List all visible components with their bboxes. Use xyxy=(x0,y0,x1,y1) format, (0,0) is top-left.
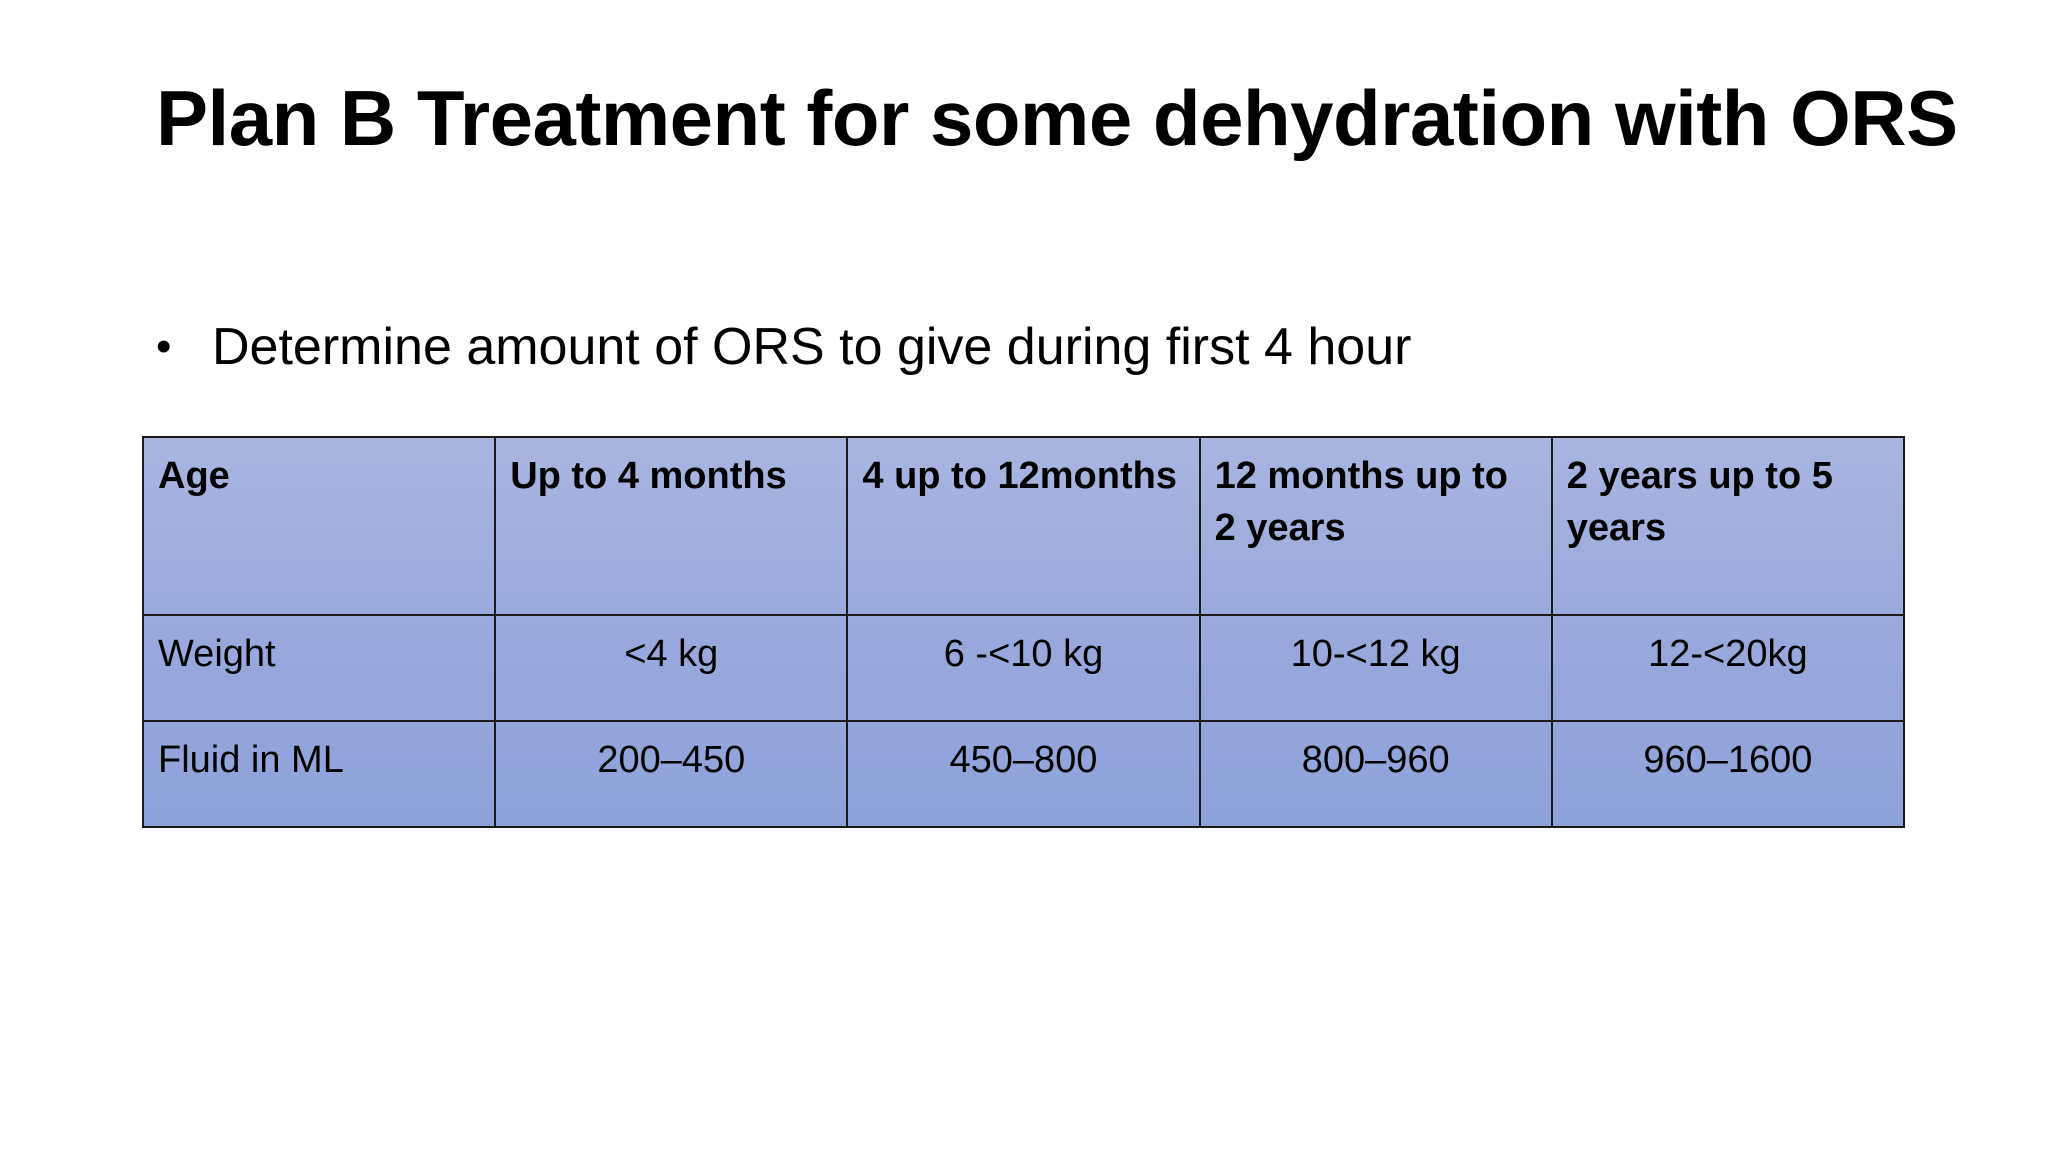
weight-cell: 6 -<10 kg xyxy=(846,614,1201,722)
header-cell-up-to-4-months: Up to 4 months xyxy=(494,436,849,616)
age-row-label: Age xyxy=(141,436,497,616)
fluid-cell: 800–960 xyxy=(1198,720,1553,828)
bullet-dot-icon: • xyxy=(156,322,172,371)
header-cell-12-months-to-2-years: 12 months up to 2 years xyxy=(1198,436,1553,616)
weight-cell: <4 kg xyxy=(494,614,849,722)
slide-title: Plan B Treatment for some dehydration wi… xyxy=(156,74,1958,162)
table-row-weight: Weight <4 kg 6 -<10 kg 10-<12 kg 12-<20k… xyxy=(141,614,1906,722)
header-cell-2-to-5-years: 2 years up to 5 years xyxy=(1550,436,1906,616)
fluid-row-label: Fluid in ML xyxy=(141,720,497,828)
weight-cell: 10-<12 kg xyxy=(1198,614,1553,722)
table-row-fluid: Fluid in ML 200–450 450–800 800–960 960–… xyxy=(141,720,1906,828)
fluid-cell: 450–800 xyxy=(846,720,1201,828)
fluid-cell: 960–1600 xyxy=(1550,720,1906,828)
header-cell-4-to-12-months: 4 up to 12months xyxy=(846,436,1201,616)
weight-cell: 12-<20kg xyxy=(1550,614,1906,722)
bullet-text: Determine amount of ORS to give during f… xyxy=(212,318,1412,376)
weight-row-label: Weight xyxy=(141,614,497,722)
bullet-item: • Determine amount of ORS to give during… xyxy=(156,312,1411,382)
table-header-row: Age Up to 4 months 4 up to 12months 12 m… xyxy=(141,436,1906,616)
ors-dosage-table: Age Up to 4 months 4 up to 12months 12 m… xyxy=(141,436,1906,828)
fluid-cell: 200–450 xyxy=(494,720,849,828)
